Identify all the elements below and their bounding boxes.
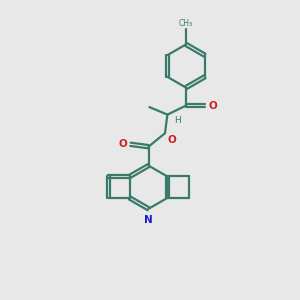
- Text: CH₃: CH₃: [179, 19, 193, 28]
- Text: O: O: [208, 100, 217, 111]
- Text: N: N: [144, 215, 153, 225]
- Text: O: O: [168, 135, 177, 145]
- Text: O: O: [118, 139, 127, 149]
- Text: H: H: [174, 116, 181, 125]
